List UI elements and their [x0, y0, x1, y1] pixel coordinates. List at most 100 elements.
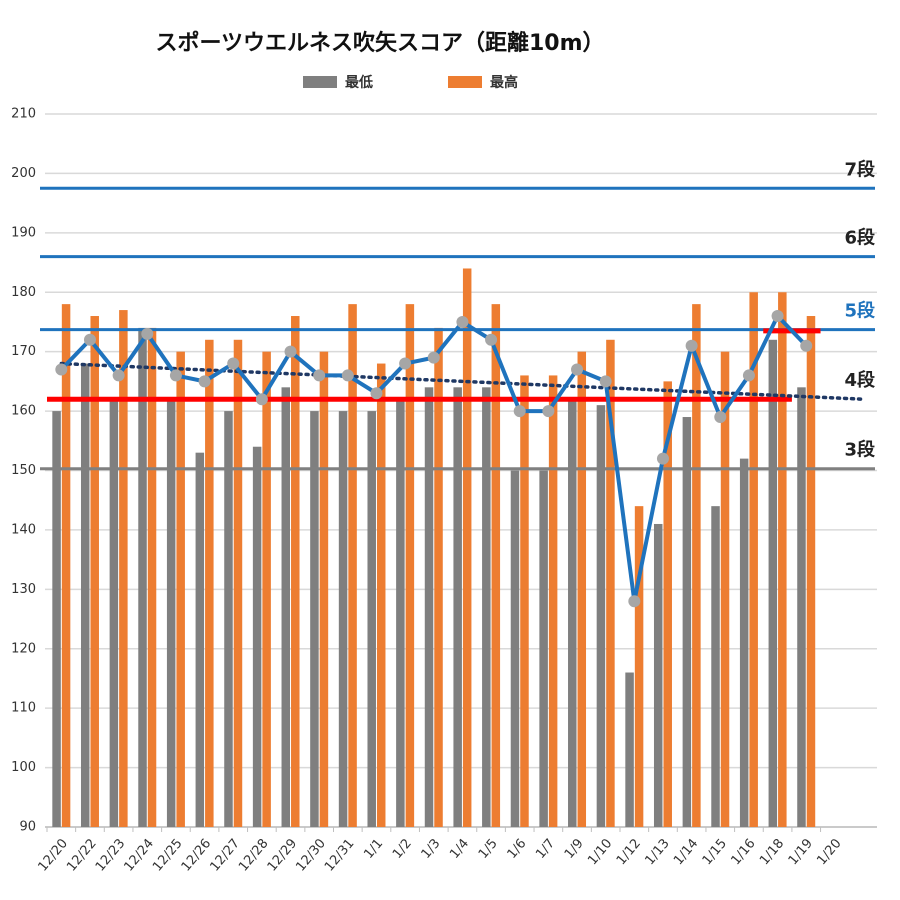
bar: [491, 304, 501, 828]
bar: [176, 351, 185, 827]
point: [771, 310, 784, 323]
y-tick-label: 110: [11, 701, 36, 716]
bar: [52, 411, 61, 827]
x-tick-label: 1/2: [390, 836, 415, 862]
x-tick-label: 1/4: [447, 836, 472, 862]
bar: [405, 304, 415, 828]
bar: [596, 405, 606, 827]
x-tick-label: 1/9: [562, 836, 587, 862]
bar: [663, 381, 672, 827]
y-tick-label: 160: [11, 404, 36, 419]
bar: [653, 523, 663, 827]
x-tick-label: 12/28: [236, 836, 272, 874]
bar: [606, 339, 615, 827]
legend-label: 最低: [345, 74, 373, 91]
x-tick-label: 12/25: [150, 836, 186, 874]
x-tick-label: 12/23: [93, 836, 129, 874]
bar: [376, 363, 386, 827]
x-tick-label: 12/30: [293, 836, 329, 874]
y-tick-label: 210: [11, 107, 36, 122]
point: [169, 369, 182, 382]
bar: [682, 417, 692, 827]
bar: [539, 470, 548, 827]
bar: [711, 506, 720, 827]
point: [313, 369, 326, 382]
x-tick-label: 1/16: [728, 836, 758, 868]
point: [800, 339, 813, 352]
bar: [434, 327, 443, 827]
reference-label: 5段: [844, 300, 876, 322]
bar: [224, 411, 233, 827]
x-tick-label: 1/18: [757, 836, 787, 868]
trend-line: [59, 361, 866, 401]
x-tick-label: 1/20: [814, 836, 844, 868]
x-tick-label: 12/24: [121, 836, 157, 874]
bar: [338, 411, 348, 827]
point: [284, 345, 297, 358]
reference-label: 3段: [844, 439, 876, 461]
y-tick-label: 190: [11, 225, 36, 240]
bar: [720, 351, 730, 827]
bar: [396, 399, 405, 827]
point: [628, 595, 641, 608]
bar: [797, 387, 806, 827]
bar: [424, 387, 434, 827]
bar: [61, 304, 71, 828]
bar: [806, 316, 816, 827]
point: [742, 369, 755, 382]
x-tick-label: 1/5: [476, 836, 501, 862]
point: [255, 393, 268, 406]
bar: [195, 452, 205, 827]
legend-swatch: [303, 76, 337, 88]
bar: [262, 351, 271, 827]
bar: [367, 411, 376, 827]
bar: [568, 399, 577, 827]
y-tick-label: 150: [11, 463, 36, 478]
bar: [739, 458, 749, 827]
point: [112, 369, 125, 382]
point: [513, 405, 526, 418]
bar: [749, 292, 758, 827]
y-tick-label: 100: [11, 760, 36, 775]
point: [227, 357, 240, 370]
point: [341, 369, 354, 382]
bar: [147, 327, 157, 827]
point: [198, 375, 211, 388]
bar: [281, 387, 291, 827]
y-tick-label: 200: [11, 166, 36, 181]
bar: [462, 268, 472, 827]
bar: [768, 339, 778, 827]
x-tick-label: 12/26: [179, 836, 215, 874]
bar: [310, 411, 319, 827]
bar: [482, 387, 491, 827]
bar: [510, 470, 520, 827]
bar: [319, 351, 329, 827]
bar: [233, 339, 243, 827]
bar: [138, 327, 147, 827]
x-tick-label: 12/20: [35, 836, 71, 874]
point: [456, 315, 469, 328]
point: [83, 333, 96, 346]
bar: [577, 351, 587, 827]
bar: [548, 375, 558, 827]
bar: [692, 304, 701, 828]
point: [685, 339, 698, 352]
x-tick-label: 1/19: [786, 836, 816, 868]
point: [656, 452, 669, 465]
x-tick-label: 1/1: [361, 836, 386, 862]
reference-label: 4段: [844, 369, 876, 391]
point: [714, 411, 727, 424]
point: [55, 363, 68, 376]
point: [599, 375, 612, 388]
y-tick-label: 170: [11, 344, 36, 359]
bar: [453, 387, 462, 827]
reference-label: 7段: [844, 158, 876, 180]
y-tick-label: 140: [11, 522, 36, 537]
y-tick-label: 130: [11, 582, 36, 597]
bar: [348, 304, 357, 828]
bar: [90, 316, 99, 827]
bar: [119, 310, 128, 827]
bar: [80, 363, 90, 827]
bar: [291, 316, 300, 827]
